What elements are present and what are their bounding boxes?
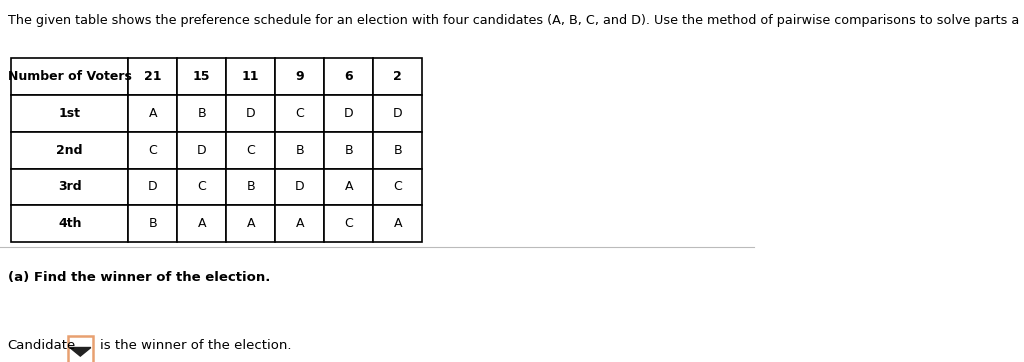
Text: C: C — [198, 180, 206, 193]
Text: C: C — [393, 180, 402, 193]
Text: A: A — [148, 107, 157, 120]
Text: 4th: 4th — [58, 217, 82, 230]
Text: Candidate: Candidate — [7, 340, 76, 352]
Text: 11: 11 — [242, 70, 259, 83]
Text: B: B — [295, 144, 304, 157]
Bar — [325, 205, 374, 242]
Bar — [325, 95, 374, 132]
Text: 15: 15 — [193, 70, 211, 83]
Bar — [128, 205, 177, 242]
Bar — [275, 95, 325, 132]
Text: C: C — [344, 217, 353, 230]
Bar — [177, 95, 226, 132]
Bar — [11, 95, 128, 132]
Bar — [325, 132, 374, 168]
Text: is the winner of the election.: is the winner of the election. — [99, 340, 291, 352]
Bar — [177, 58, 226, 95]
Text: 1st: 1st — [58, 107, 81, 120]
Bar — [11, 132, 128, 168]
Text: (a) Find the winner of the election.: (a) Find the winner of the election. — [7, 271, 270, 284]
Text: 2: 2 — [393, 70, 402, 83]
Text: D: D — [147, 180, 158, 193]
Bar — [11, 205, 128, 242]
Text: B: B — [247, 180, 255, 193]
Bar — [11, 168, 128, 205]
Bar — [128, 95, 177, 132]
Text: A: A — [296, 217, 304, 230]
Text: C: C — [247, 144, 255, 157]
Bar — [325, 168, 374, 205]
Text: A: A — [344, 180, 353, 193]
Bar — [275, 205, 325, 242]
Bar — [177, 168, 226, 205]
Bar — [374, 95, 422, 132]
Bar — [226, 205, 275, 242]
Text: Number of Voters: Number of Voters — [8, 70, 132, 83]
Bar — [275, 168, 325, 205]
Text: D: D — [295, 180, 304, 193]
Text: A: A — [393, 217, 402, 230]
Text: The given table shows the preference schedule for an election with four candidat: The given table shows the preference sch… — [7, 14, 1024, 27]
Text: 6: 6 — [344, 70, 353, 83]
Bar — [275, 58, 325, 95]
Bar — [374, 132, 422, 168]
Text: C: C — [295, 107, 304, 120]
Bar — [11, 58, 128, 95]
Bar — [128, 132, 177, 168]
Bar — [128, 58, 177, 95]
Bar — [325, 58, 374, 95]
Text: C: C — [148, 144, 157, 157]
Text: 2nd: 2nd — [56, 144, 83, 157]
Bar — [374, 58, 422, 95]
Text: A: A — [198, 217, 206, 230]
Text: 9: 9 — [295, 70, 304, 83]
FancyBboxPatch shape — [68, 336, 93, 362]
Text: B: B — [198, 107, 206, 120]
Bar — [226, 132, 275, 168]
Text: 21: 21 — [144, 70, 162, 83]
Text: D: D — [246, 107, 256, 120]
Text: 3rd: 3rd — [58, 180, 82, 193]
Bar — [177, 205, 226, 242]
Bar — [128, 168, 177, 205]
Text: D: D — [344, 107, 353, 120]
Text: B: B — [344, 144, 353, 157]
Bar — [374, 205, 422, 242]
Polygon shape — [70, 348, 91, 356]
Bar — [226, 168, 275, 205]
Bar — [374, 168, 422, 205]
Text: D: D — [393, 107, 402, 120]
Bar — [226, 58, 275, 95]
Text: B: B — [393, 144, 402, 157]
Text: A: A — [247, 217, 255, 230]
Text: D: D — [197, 144, 207, 157]
Text: B: B — [148, 217, 157, 230]
Bar — [226, 95, 275, 132]
Bar — [177, 132, 226, 168]
Bar — [275, 132, 325, 168]
